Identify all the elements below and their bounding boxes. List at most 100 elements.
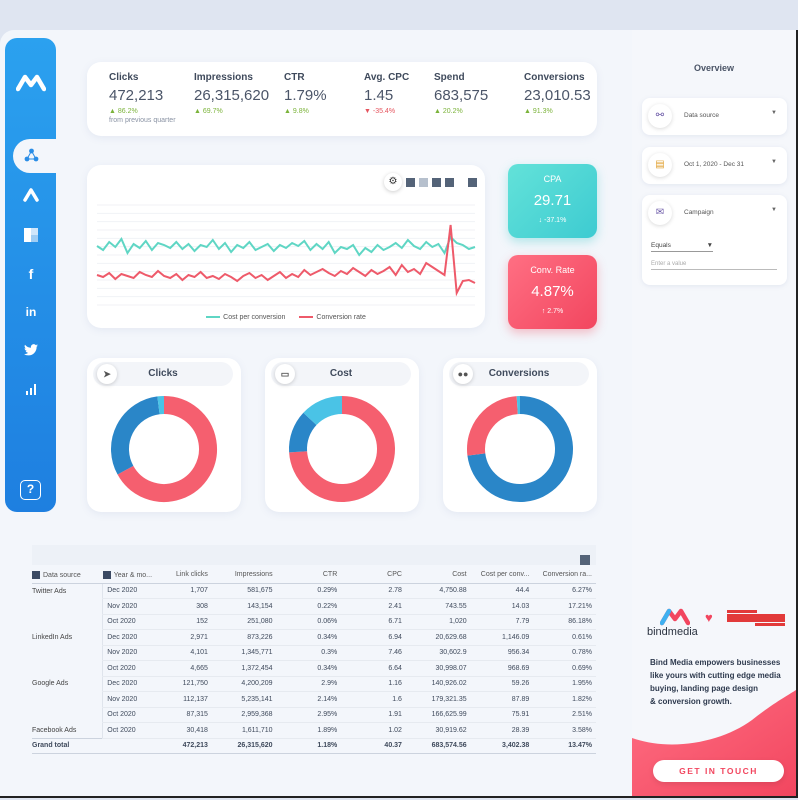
table-cell: 0.78% <box>533 645 596 661</box>
toolbar-square-button[interactable] <box>432 177 441 187</box>
table-cell: 4,101 <box>165 645 212 661</box>
table-cell: 40.37 <box>341 737 406 754</box>
sidebar-item-facebook[interactable]: f <box>20 263 42 285</box>
column-header[interactable]: Year & mo... <box>102 567 166 584</box>
line-chart-card: ⚙ Cost per conversion Conversion rate <box>87 165 485 328</box>
donut-slice[interactable] <box>111 396 161 475</box>
table-row[interactable]: Facebook Ads Oct 2020 30,418 1,611,710 1.89%… <box>32 722 596 739</box>
donut-chart <box>289 396 395 502</box>
chevron-down-icon[interactable]: ▼ <box>771 207 777 213</box>
table-row[interactable]: Oct 2020 152 251,080 0.06% 6.71 1,020 7.79 86.1… <box>32 614 596 630</box>
table-cell: Dec 2020 <box>102 629 166 646</box>
conversion-rate-card: Conv. Rate 4.87% ↑ 2.7% <box>508 255 597 329</box>
table-cell: 2.51% <box>533 707 596 723</box>
table-cell: Oct 2020 <box>102 707 166 723</box>
cpa-label: CPA <box>543 174 562 184</box>
line-chart <box>96 204 476 306</box>
column-header[interactable]: Cost <box>405 567 471 584</box>
sidebar-item-linkedin[interactable]: in <box>20 301 42 323</box>
donut-slice[interactable] <box>467 396 573 502</box>
table-row[interactable]: Nov 2020 112,137 5,235,141 2.14% 1.6 179,321.… <box>32 691 596 708</box>
table-cell: 1.95% <box>533 676 596 692</box>
table-cell: 1.18% <box>276 737 342 754</box>
column-header[interactable]: Data source <box>32 567 103 584</box>
settings-button[interactable]: ⚙ <box>384 173 402 191</box>
squares-icon <box>24 228 38 242</box>
table-options-button[interactable] <box>580 555 590 565</box>
sidebar-item-overview[interactable] <box>13 139 63 173</box>
table-cell: 0.61% <box>533 629 596 646</box>
table-cell: 5,235,141 <box>211 691 277 708</box>
table-row[interactable]: LinkedIn Ads Dec 2020 2,971 873,226 0.34% 6.9… <box>32 629 596 646</box>
sidebar-item-twitter[interactable] <box>20 339 42 361</box>
campaign-filter: ✉ Campaign ▼ Equals ▼ Enter a value <box>642 195 787 285</box>
users-icon[interactable]: ●● <box>453 364 473 384</box>
donut-chart <box>467 396 573 502</box>
table-cell: 968.69 <box>470 660 534 677</box>
donut-slice[interactable] <box>289 396 395 502</box>
table-cell: 7.46 <box>341 645 406 661</box>
toolbar-square-button[interactable] <box>468 177 477 187</box>
table-cell: Oct 2020 <box>102 722 166 739</box>
column-header[interactable]: Link clicks <box>165 567 212 584</box>
table-cell: 6.94 <box>341 629 406 646</box>
table-cell: 152 <box>165 614 212 630</box>
kpi-delta: ▲ 20.2% <box>434 108 463 115</box>
donut-slice[interactable] <box>117 396 217 502</box>
table-cell: 3.58% <box>533 722 596 739</box>
table-cell: Facebook Ads <box>32 726 77 734</box>
donut-slice[interactable] <box>467 396 519 456</box>
donut-header: ➤ Clicks <box>93 362 233 386</box>
sidebar-item-analytics[interactable] <box>20 378 42 400</box>
campaign-label[interactable]: Campaign <box>684 209 714 216</box>
table-row[interactable]: Google Ads Dec 2020 121,750 4,200,209 2.9% 1.… <box>32 676 596 692</box>
donut-card-clicks: ➤ Clicks <box>87 358 241 512</box>
sidebar-item-google-ads[interactable] <box>20 184 42 206</box>
kpi-value: 1.79% <box>284 87 327 104</box>
toolbar-square-button[interactable] <box>445 177 454 187</box>
legend-label: Conversion rate <box>316 314 366 321</box>
donut-slice[interactable] <box>303 396 343 426</box>
table-cell: 1,707 <box>165 583 212 599</box>
bindmedia-logo-icon[interactable] <box>16 72 46 92</box>
table-cell: 87.89 <box>470 691 534 708</box>
toolbar-square-button[interactable] <box>406 177 415 187</box>
table-row[interactable]: Oct 2020 87,315 2,959,368 2.95% 1.91 166,625.… <box>32 707 596 723</box>
table-row[interactable]: Nov 2020 308 143,154 0.22% 2.41 743.55 14.03 17… <box>32 598 596 615</box>
column-header[interactable]: Cost per conv... <box>470 567 534 584</box>
table-cell: 0.06% <box>276 614 342 630</box>
get-in-touch-button[interactable]: GET IN TOUCH <box>653 760 784 782</box>
table-row[interactable]: Oct 2020 4,665 1,372,454 0.34% 6.64 30,998.07… <box>32 660 596 677</box>
table-cell: 4,665 <box>165 660 212 677</box>
donut-slice[interactable] <box>289 412 317 453</box>
legend-label: Cost per conversion <box>223 314 286 321</box>
column-header[interactable]: CTR <box>276 567 342 584</box>
column-header[interactable]: Conversion ra... <box>533 567 596 584</box>
operator-select[interactable]: Equals ▼ <box>651 242 713 252</box>
table-cell: 143,154 <box>211 598 277 615</box>
help-button[interactable]: ? <box>20 480 41 500</box>
date-range-control[interactable]: ▤ Oct 1, 2020 - Dec 31 ▼ <box>642 147 787 184</box>
column-header[interactable]: CPC <box>341 567 406 584</box>
table-cell: 1,020 <box>405 614 471 630</box>
bar-chart-icon <box>26 384 36 395</box>
table-cell: Oct 2020 <box>102 614 166 630</box>
conv-rate-label: Conv. Rate <box>530 265 575 275</box>
table-row[interactable]: Nov 2020 4,101 1,345,771 0.3% 7.46 30,602.9 95… <box>32 645 596 661</box>
chart-toolbar: ⚙ <box>384 173 477 191</box>
kpi-label: Spend <box>434 72 465 83</box>
twitter-icon <box>24 344 38 356</box>
cursor-icon[interactable]: ➤ <box>97 364 117 384</box>
credit-card-icon[interactable]: ▭ <box>275 364 295 384</box>
sidebar-item-microsoft[interactable] <box>20 224 42 246</box>
table-row[interactable]: Twitter Ads Dec 2020 1,707 581,675 0.29% 2.78… <box>32 583 596 599</box>
table-cell: 6.64 <box>341 660 406 677</box>
filter-value-input[interactable]: Enter a value <box>651 261 777 270</box>
toolbar-square-button[interactable] <box>419 177 428 187</box>
data-source-control[interactable]: ⚯ Data source ▼ <box>642 98 787 135</box>
table-cell: 0.34% <box>276 629 342 646</box>
table-cell: 2.9% <box>276 676 342 692</box>
column-header[interactable]: Impressions <box>211 567 277 584</box>
table-cell <box>32 614 103 630</box>
table: Data source Year & mo... Link clicks Imp… <box>32 567 596 754</box>
